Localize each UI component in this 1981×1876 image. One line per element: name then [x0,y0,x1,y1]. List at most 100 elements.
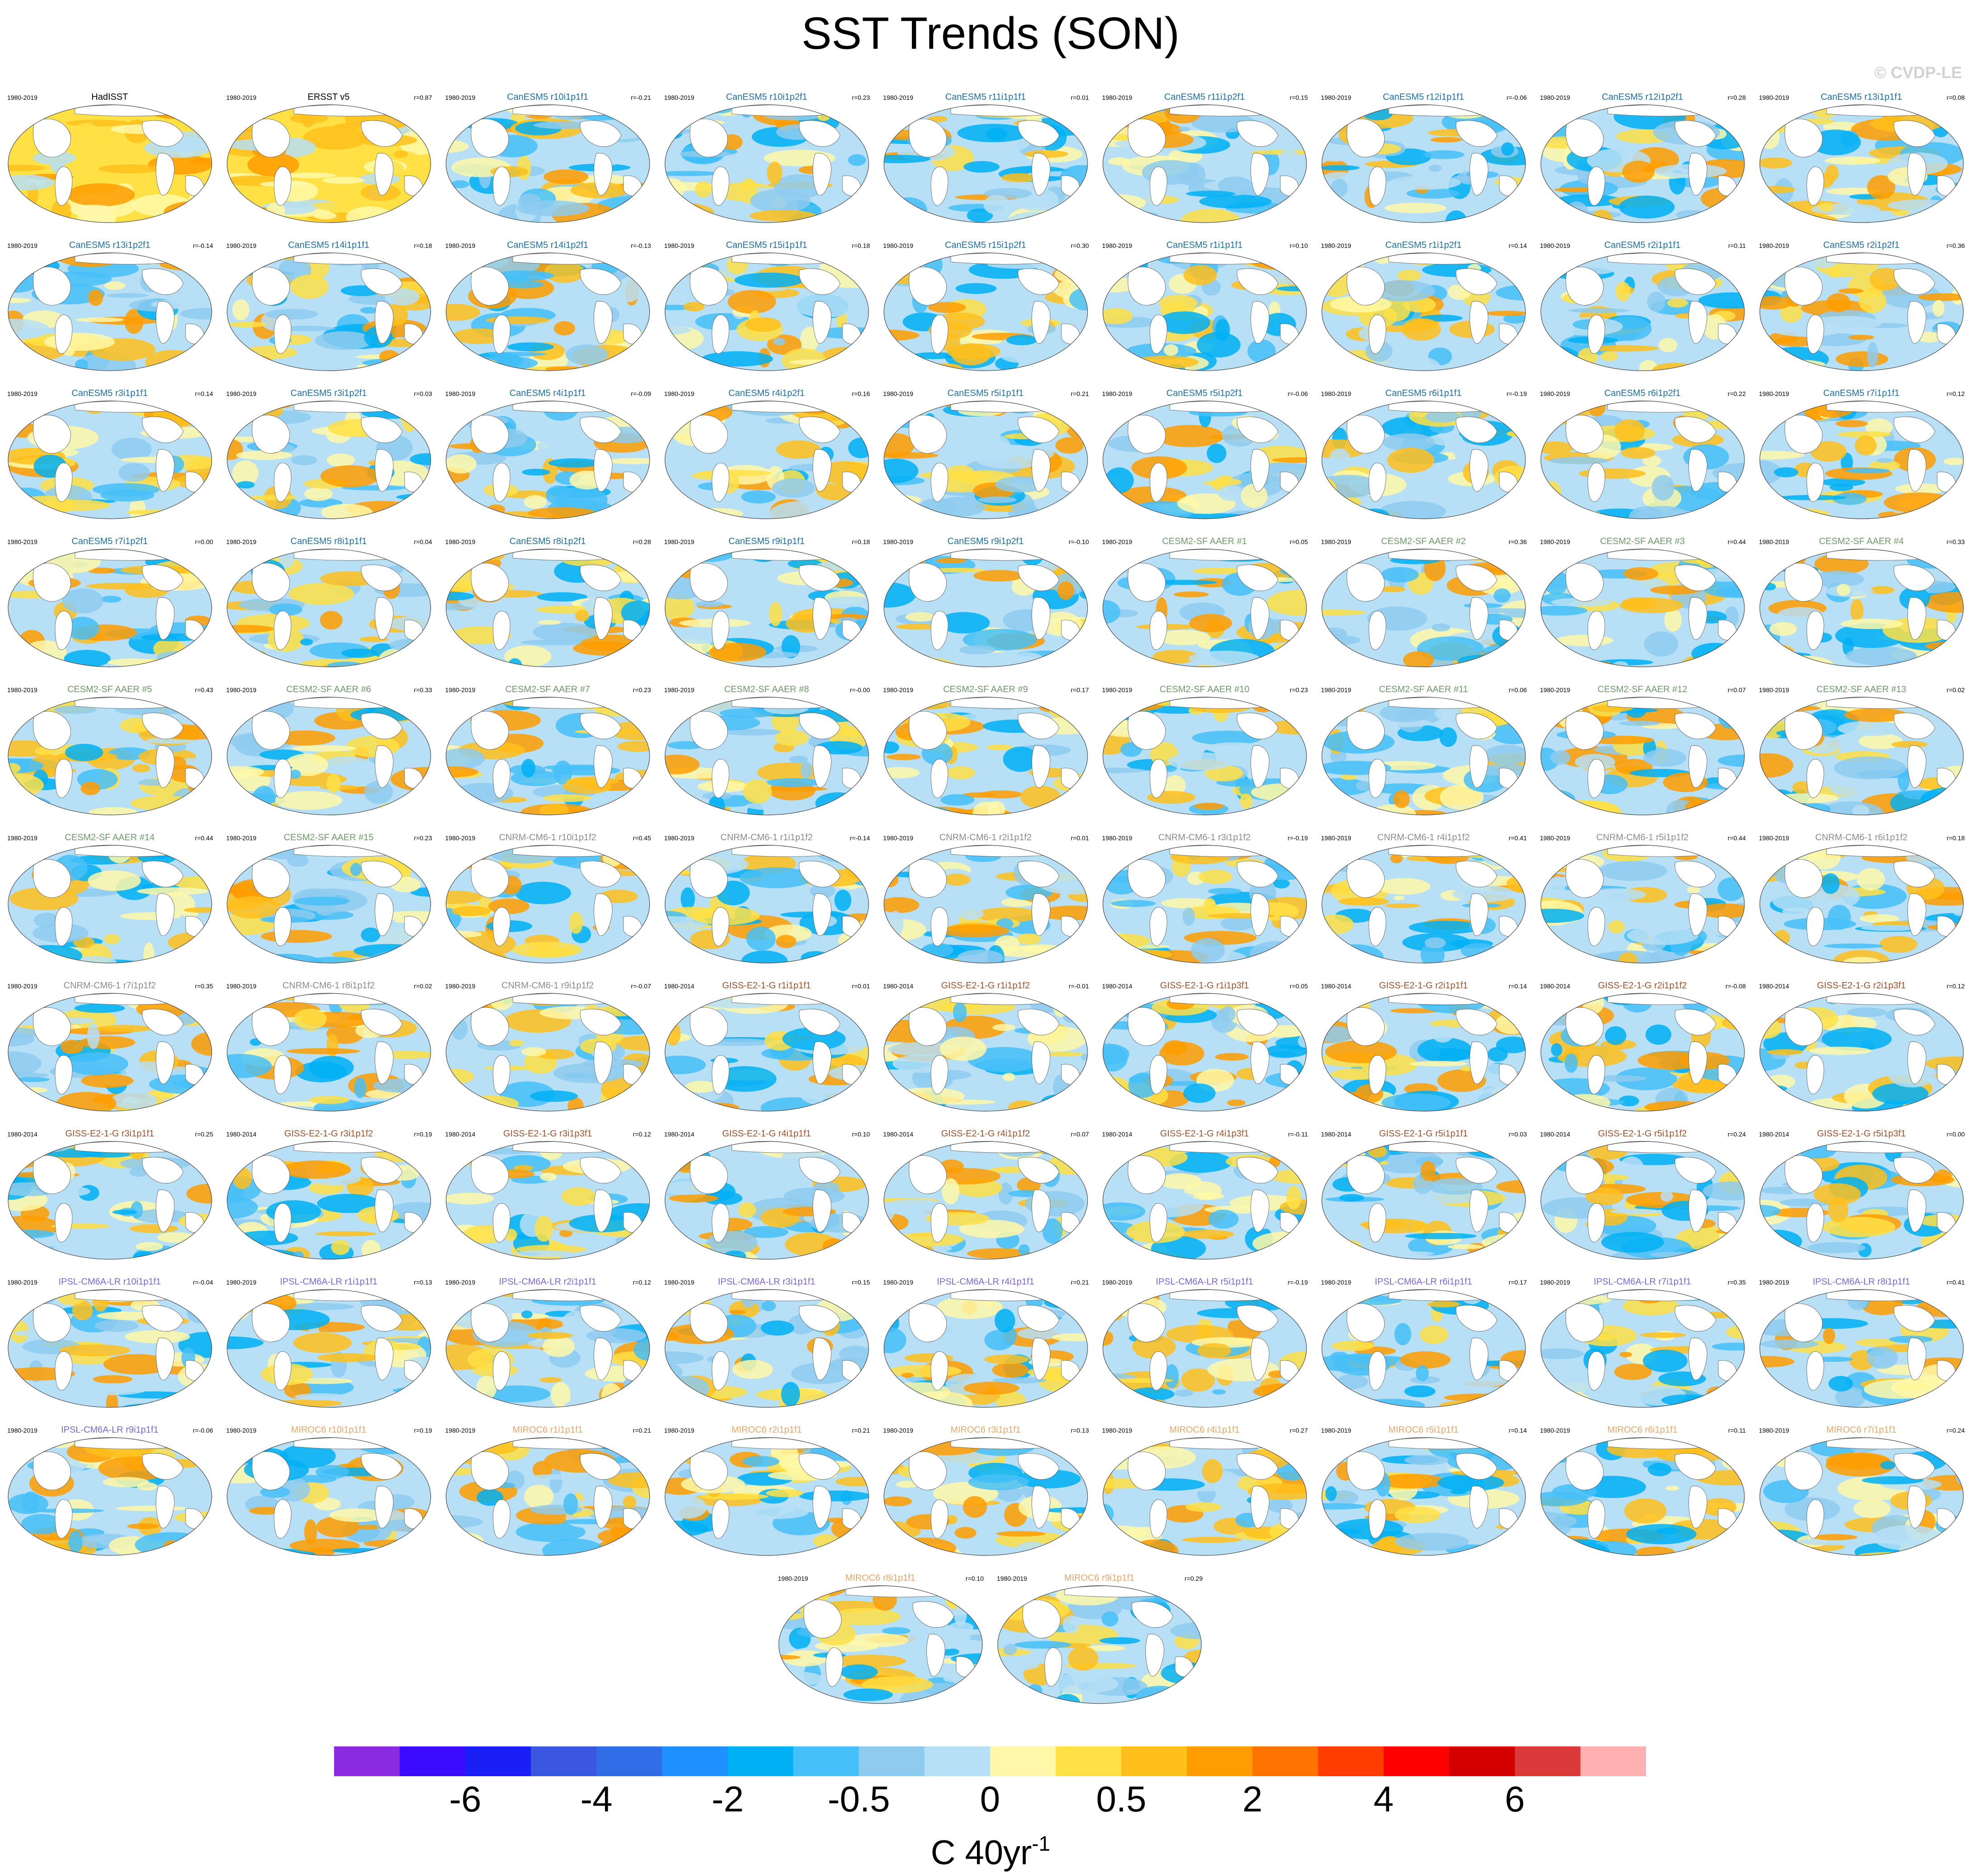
panel-years: 1980-2019 [883,834,913,842]
colorbar-swatch [596,1746,662,1776]
panel-correlation: r=0.08 [1946,94,1965,101]
map-panel: 1980-2019 CNRM-CM6-1 r2i1p1f2 r=0.01 [879,831,1092,968]
panel-title: MIROC6 r9i1p1f1 [1064,1573,1135,1583]
panel-title: CanESM5 r6i1p2f1 [1604,388,1681,398]
panel-correlation: r=0.22 [1727,390,1746,397]
panel-title: CNRM-CM6-1 r3i1p1f2 [1158,833,1251,843]
panel-correlation: r=0.04 [414,538,432,545]
map-panel: 1980-2014 GISS-E2-1-G r1i1p1f1 r=0.01 [660,979,873,1117]
panel-correlation: r=-0.00 [850,686,870,694]
sst-trend-map [1102,252,1307,371]
colorbar-tick-label: -4 [580,1779,613,1819]
sst-trend-map [227,252,431,371]
sst-trend-map [1759,104,1964,223]
panel-correlation: r=0.23 [414,834,432,842]
panel-correlation: r=-0.14 [193,242,213,249]
panel-years: 1980-2019 [1540,1427,1570,1434]
map-panel: 1980-2019 MIROC6 r1i1p1f1 r=0.21 [442,1423,654,1561]
panel-correlation: r=0.35 [195,982,213,990]
map-panel: 1980-2019 CanESM5 r8i1p1f1 r=0.04 [223,535,435,672]
panel-correlation: r=0.45 [632,834,651,842]
panel-title: CESM2-SF AAER #8 [724,684,809,694]
panel-years: 1980-2019 [664,1427,694,1434]
panel-years: 1980-2019 [445,538,475,545]
panel-correlation: r=0.18 [1946,834,1965,842]
map-panel: 1980-2019 IPSL-CM6A-LR r6i1p1f1 r=0.17 [1317,1275,1530,1413]
panel-correlation: r=0.15 [851,1279,870,1286]
panel-title: CanESM5 r9i1p1f1 [728,536,805,546]
panel-title: CanESM5 r7i1p1f1 [1823,388,1900,398]
sst-trend-map [665,104,869,223]
panel-title: IPSL-CM6A-LR r5i1p1f1 [1156,1277,1253,1287]
panel-years: 1980-2019 [883,390,913,397]
panel-correlation: r=0.41 [1946,1279,1965,1286]
panel-years: 1980-2014 [1540,1131,1570,1138]
map-panel: 1980-2019 CanESM5 r5i1p1f1 r=0.21 [879,386,1092,524]
panel-correlation: r=0.41 [1508,834,1527,842]
panel-title: GISS-E2-1-G r3i1p1f2 [284,1129,373,1139]
panel-correlation: r=0.13 [414,1279,432,1286]
panel-years: 1980-2019 [1102,1427,1132,1434]
sst-trend-map [884,1141,1088,1260]
sst-trend-map [884,993,1088,1112]
panel-correlation: r=-0.14 [850,834,870,842]
map-panel: 1980-2019 CNRM-CM6-1 r6i1p1f2 r=0.18 [1755,831,1967,968]
sst-trend-map [446,993,650,1112]
panel-years: 1980-2019 [778,1575,808,1582]
sst-trend-map [8,697,212,815]
panel-title: MIROC6 r6i1p1f1 [1607,1425,1678,1435]
map-panel: 1980-2019 CESM2-SF AAER #4 r=0.33 [1755,535,1967,672]
panel-correlation: r=0.17 [1070,686,1089,694]
sst-trend-map [446,1141,650,1260]
panel-correlation: r=0.18 [851,538,870,545]
panel-title: CanESM5 r5i1p2f1 [1166,388,1243,398]
panel-correlation: r=0.35 [1727,1279,1746,1286]
panel-correlation: r=0.19 [414,1427,432,1434]
panel-years: 1980-2019 [7,94,37,101]
map-panel: 1980-2019 CanESM5 r12i1p1f1 r=-0.06 [1317,90,1530,228]
colorbar-swatch [1449,1746,1515,1776]
colorbar-swatch [1515,1746,1581,1776]
sst-trend-map [1321,993,1526,1112]
panel-title: MIROC6 r3i1p1f1 [950,1425,1021,1435]
sst-trend-map [227,400,431,519]
panel-years: 1980-2019 [226,94,256,101]
panel-correlation: r=0.11 [1728,242,1746,249]
panel-correlation: r=0.13 [1070,1427,1089,1434]
panel-correlation: r=0.10 [1289,242,1308,249]
map-panel: 1980-2019 CNRM-CM6-1 r3i1p1f2 r=-0.19 [1098,831,1311,968]
panel-years: 1980-2019 [226,538,256,545]
panel-correlation: r=0.05 [1289,538,1308,545]
panel-years: 1980-2014 [1321,982,1351,990]
panel-correlation: r=0.16 [851,390,870,397]
panel-correlation: r=-0.06 [193,1427,213,1434]
panel-correlation: r=0.14 [1508,982,1527,990]
colorbar-swatch [1186,1746,1253,1776]
panel-title: CanESM5 r12i1p1f1 [1382,92,1465,102]
panel-years: 1980-2019 [1102,1279,1132,1286]
panel-years: 1980-2019 [664,94,694,101]
panel-title: CNRM-CM6-1 r10i1p1f2 [499,833,596,843]
panel-years: 1980-2019 [445,834,475,842]
panel-title: IPSL-CM6A-LR r2i1p1f1 [499,1277,596,1287]
colorbar-swatch [1056,1746,1122,1776]
map-panel: 1980-2019 CanESM5 r13i1p2f1 r=-0.14 [4,238,216,376]
panel-title: CanESM5 r12i1p2f1 [1601,92,1683,102]
panel-title: CanESM5 r13i1p2f1 [69,240,151,250]
sst-trend-map [778,1585,983,1704]
map-panel: 1980-2019 CESM2-SF AAER #11 r=0.06 [1317,683,1530,820]
panel-correlation: r=-0.06 [1507,94,1527,101]
map-panel: 1980-2014 GISS-E2-1-G r3i1p1f2 r=0.19 [223,1127,435,1265]
sst-trend-map [665,697,869,815]
panel-title: CESM2-SF AAER #10 [1159,684,1250,694]
panel-title: CanESM5 r3i1p2f1 [290,388,367,398]
colorbar-units: C 40yr-1 [930,1832,1051,1872]
panel-years: 1980-2019 [1321,1427,1351,1434]
panel-title: CanESM5 r7i1p2f1 [71,536,148,546]
panel-title: CanESM5 r8i1p1f1 [290,536,367,546]
panel-title: CanESM5 r1i1p1f1 [1166,240,1243,250]
panel-years: 1980-2019 [664,538,694,545]
panel-title: CanESM5 r11i1p2f1 [1164,92,1245,102]
panel-years: 1980-2019 [1540,242,1570,249]
map-panel: 1980-2014 GISS-E2-1-G r2i1p3f1 r=0.12 [1755,979,1967,1117]
